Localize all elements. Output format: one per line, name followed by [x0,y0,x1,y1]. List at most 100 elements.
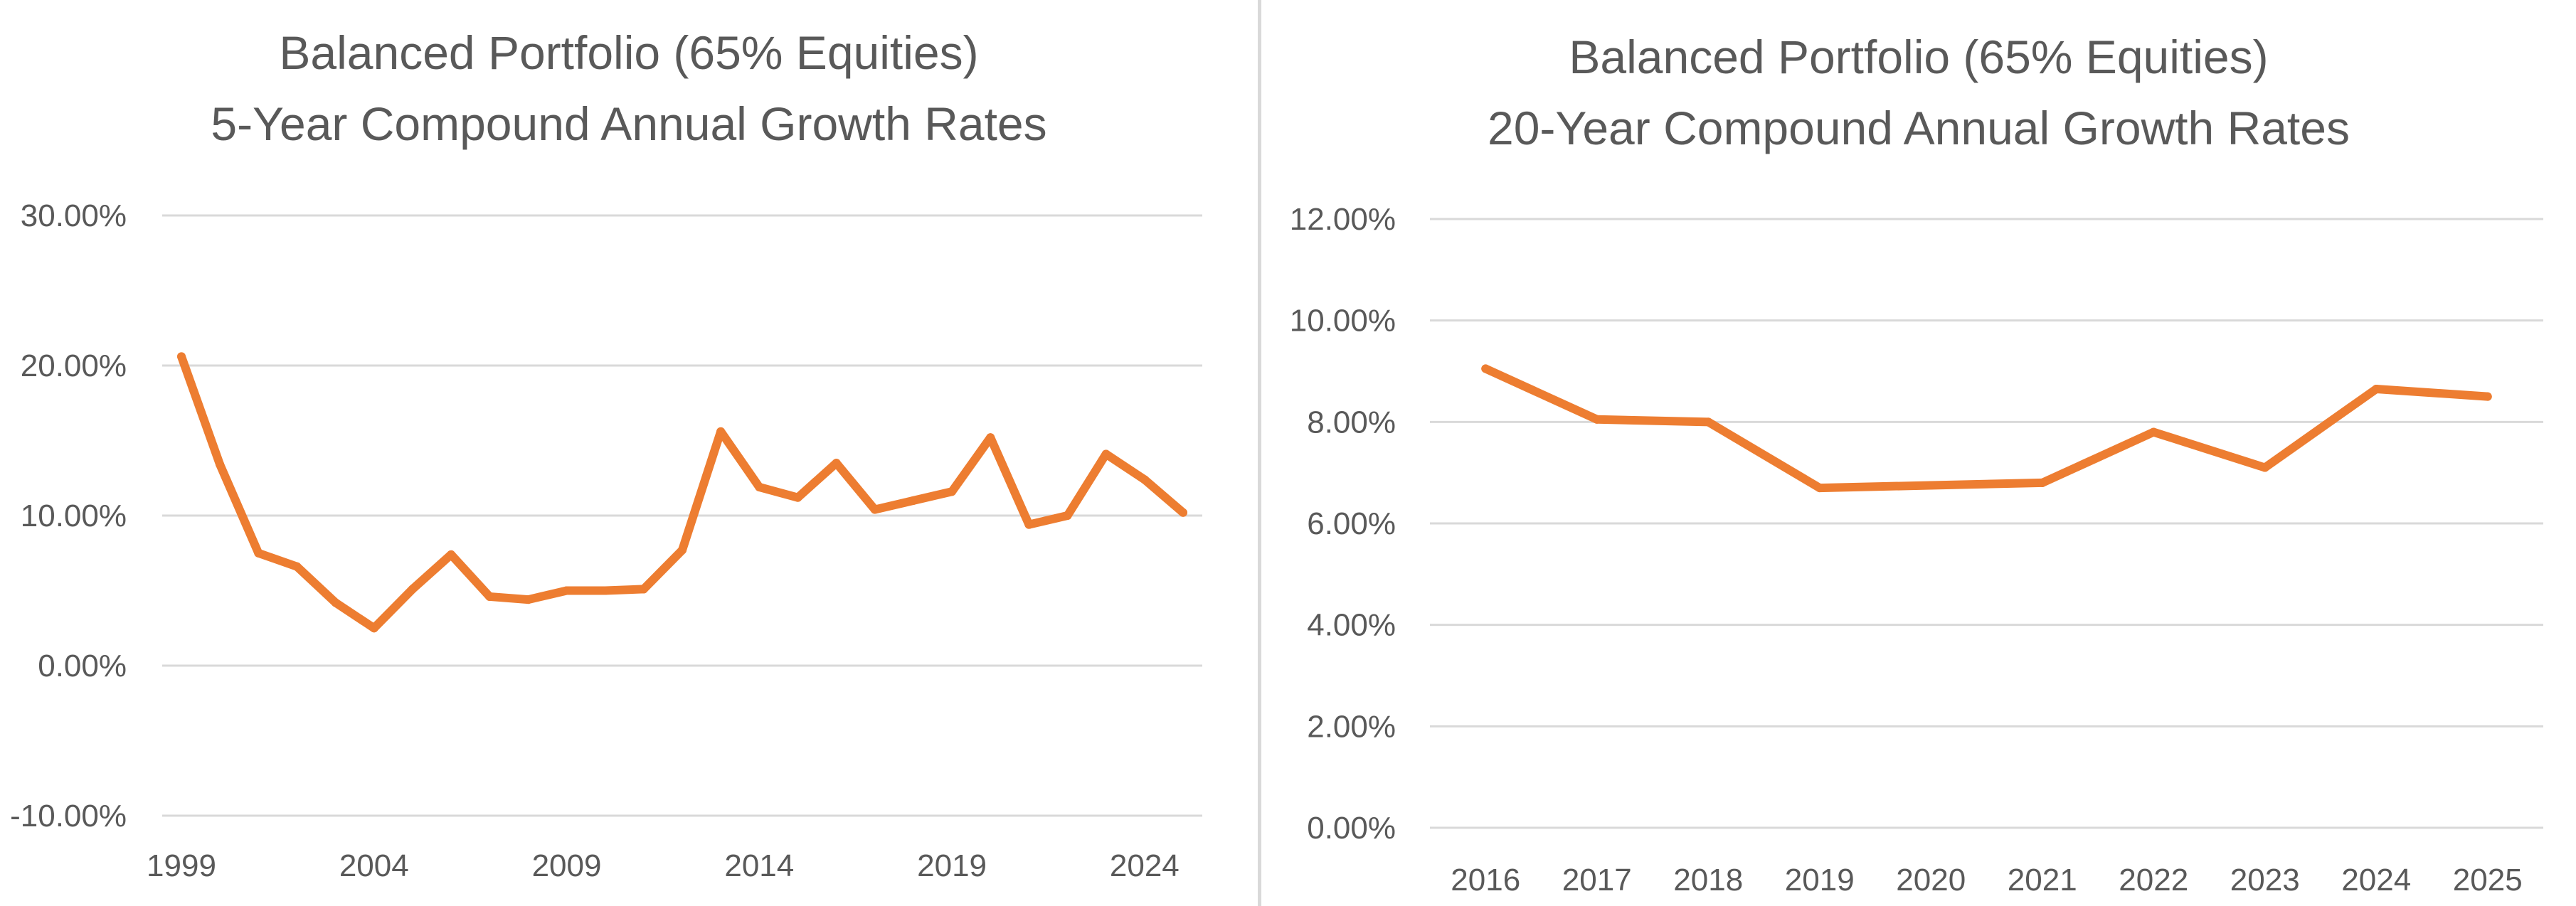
series-line-segment [2149,427,2269,472]
data-point [716,427,726,436]
y-tick-label: 30.00% [21,198,127,233]
x-tick-label: 2019 [1785,863,1855,897]
data-point [524,595,533,604]
chart-title-line1: Balanced Portfolio (65% Equities) [279,26,979,79]
data-point [639,585,648,594]
series-line-segment [1101,449,1149,484]
series-line-segment [331,598,378,633]
data-point [216,460,225,469]
series-line-segment [639,545,687,594]
y-tick-label: 2.00% [1307,709,1396,744]
data-point [1926,481,1936,490]
line-chart-5yr: -10.00% 0.00% 10.00% 20.00% 30.00% 1999 2004 20… [10,198,1202,883]
series-line-segment [447,550,494,601]
data-point [447,550,456,559]
series-line-segment [948,433,995,496]
data-point [678,545,687,555]
data-point [755,482,764,491]
series-line-segment [1024,511,1072,529]
series-line-segment [870,496,918,514]
chart-subtitle: 5-Year Compound Annual Growth Rates [211,97,1047,150]
chart-subtitle: 20-Year Compound Annual Growth Rates [1488,102,2350,154]
series-line-segment [716,427,764,491]
data-point [986,433,995,442]
series-line-segment [908,487,957,505]
y-tick-label: 10.00% [21,499,127,533]
series-line-segment [1140,475,1187,517]
data-point [177,352,186,361]
series-line-segment [678,427,726,555]
data-point [369,624,378,633]
data-point [1815,484,1824,493]
chart-panel-20yr: Balanced Portfolio (65% Equities) 20-Yea… [1261,0,2576,906]
data-point [870,505,879,514]
data-point [562,586,571,595]
data-point [331,598,340,607]
series-line-segment [254,548,302,571]
line-chart-20yr: 0.00% 2.00% 4.00% 6.00% 8.00% 10.00% 12.00% 201… [1290,202,2543,897]
panel-divider [1258,0,1261,906]
series-line-segment [1815,481,1936,493]
x-tick-label: 2021 [2008,863,2077,897]
x-tick-label: 2024 [1110,848,1180,883]
data-point [1063,511,1072,520]
data-point [2149,427,2158,437]
data-point [2372,384,2381,393]
y-tick-label: 12.00% [1290,202,1396,237]
x-tick-label: 2022 [2119,863,2188,897]
data-point [292,562,302,571]
data-point [948,487,957,496]
series-line-segment [832,459,879,514]
data-point [1101,449,1111,459]
data-point [2260,463,2269,472]
series-line-segment [1926,478,2047,490]
series-line-segment [177,352,225,469]
data-point [600,586,610,595]
x-tick-label: 2018 [1673,863,1743,897]
y-tick-label: 20.00% [21,348,127,383]
y-tick-label: 6.00% [1307,506,1396,541]
series-line-segment [2372,384,2492,401]
series-line-segment [216,460,263,558]
y-tick-label: 10.00% [1290,304,1396,339]
data-point [1179,508,1187,517]
x-tick-label: 2017 [1562,863,1632,897]
series-line-segment [2037,427,2158,487]
data-point [2483,392,2492,401]
x-tick-label: 2020 [1896,863,1966,897]
data-point [1481,364,1490,373]
x-tick-label: 2024 [2341,863,2411,897]
x-tick-label: 2009 [532,848,602,883]
x-tick-label: 2004 [339,848,409,883]
data-point [793,493,802,502]
x-tick-label: 2019 [917,848,987,883]
chart-title-line1: Balanced Portfolio (65% Equities) [1569,31,2269,83]
data-point [485,592,494,601]
data-point [1140,475,1149,484]
data-point [1592,415,1601,424]
y-tick-label: -10.00% [10,799,127,833]
data-point [832,459,841,468]
data-point [1024,520,1034,529]
x-tick-label: 2025 [2453,863,2523,897]
data-point [2037,478,2047,487]
series-line-segment [2260,384,2381,472]
y-tick-label: 8.00% [1307,405,1396,439]
data-point [908,496,918,505]
series-line-segment [292,562,340,607]
x-tick-label: 1999 [147,848,216,883]
series-line-segment [755,482,802,502]
series-line-segment [1481,364,1601,424]
series-line-segment [369,585,417,633]
y-tick-label: 0.00% [1307,811,1396,846]
series-line-segment [1063,449,1111,520]
data-point [254,548,263,558]
series-line-segment [1592,415,1713,427]
series-line-segment [408,550,456,594]
chart-panel-5yr: Balanced Portfolio (65% Equities) 5-Year… [0,0,1258,906]
series-line-segment [485,592,533,604]
series-line-segment [524,586,571,604]
series-line-segment [793,459,841,502]
y-tick-label: 4.00% [1307,608,1396,643]
y-tick-label: 0.00% [38,649,127,683]
